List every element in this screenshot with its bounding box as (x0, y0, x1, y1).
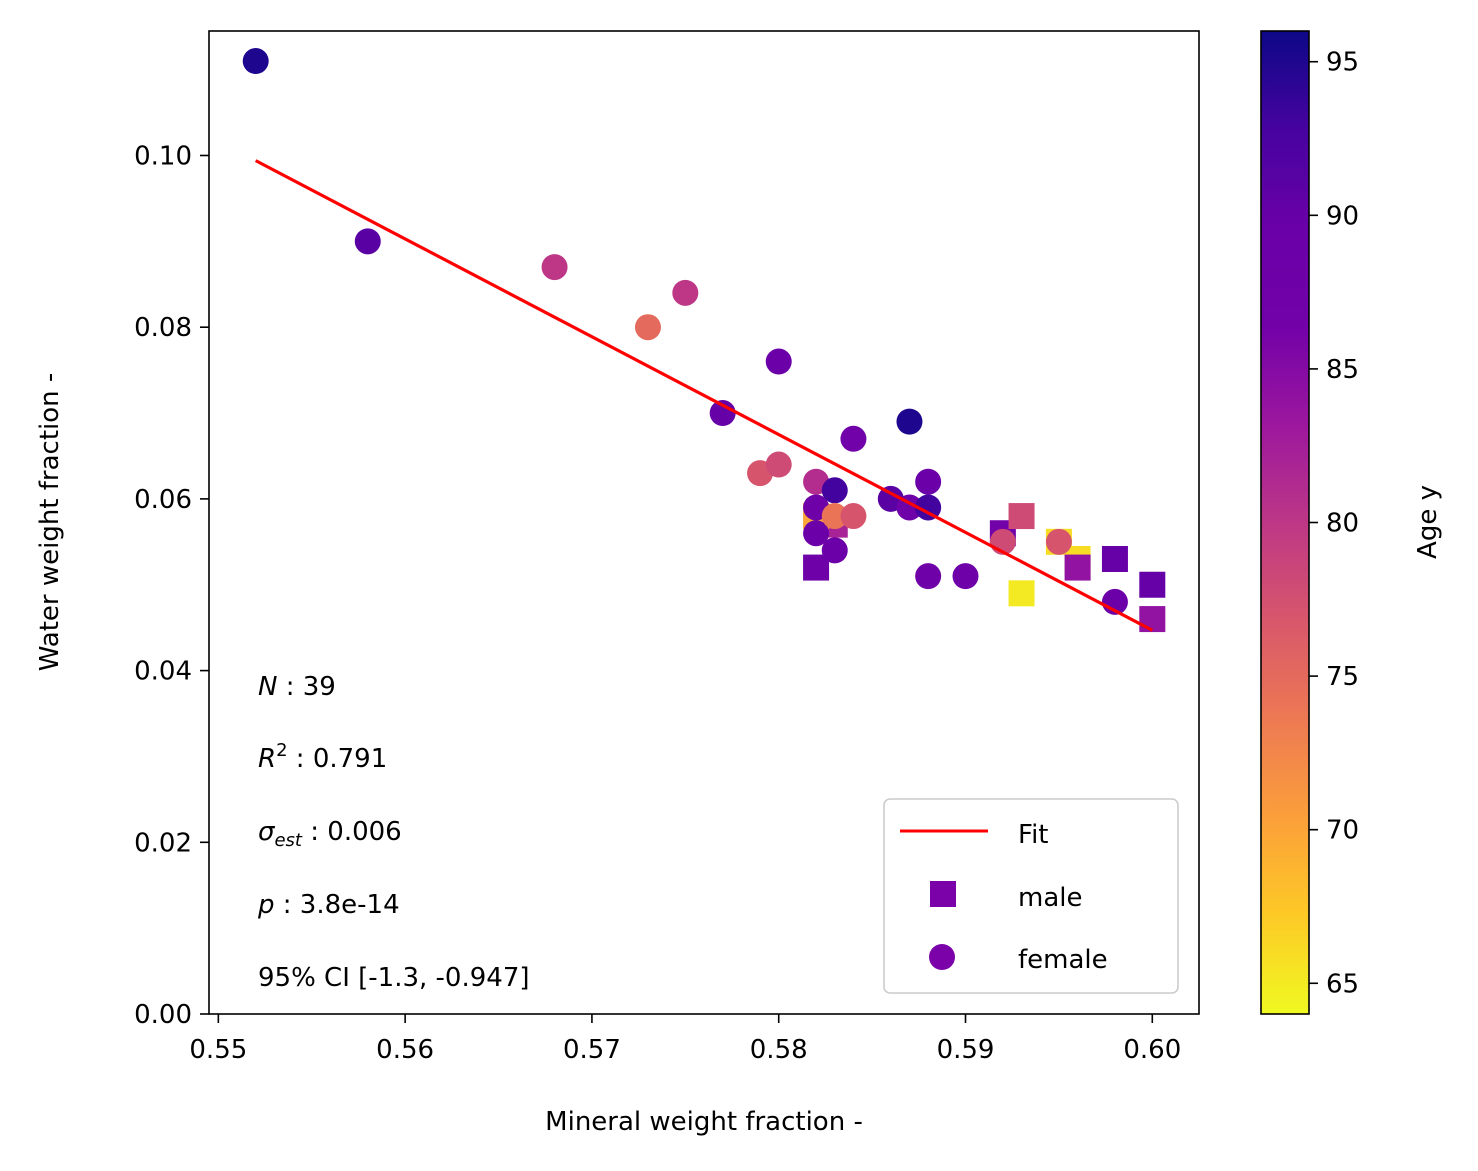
x-tick-label: 0.59 (937, 1035, 995, 1065)
colorbar: 65 70 75 80 85 90 95 Age y (1260, 30, 1443, 1015)
legend-male-label: male (1018, 883, 1082, 913)
y-tick-label: 0.08 (134, 313, 192, 343)
x-tick-label: 0.58 (750, 1035, 808, 1065)
colorbar-tick-label: 70 (1326, 816, 1359, 846)
y-tick-label: 0.02 (134, 828, 192, 858)
x-tick-label: 0.57 (563, 1035, 621, 1065)
female-point (634, 314, 661, 341)
stat-r2: R2 : 0.791 (258, 740, 387, 774)
male-point (1064, 554, 1091, 581)
plot-frame (208, 30, 1200, 1015)
female-point (952, 563, 979, 590)
female-point (765, 348, 792, 375)
female-point (672, 279, 699, 306)
legend-box (883, 798, 1179, 994)
colorbar-tick-label: 95 (1326, 48, 1359, 78)
female-point (821, 477, 848, 504)
colorbar-tick-label: 65 (1326, 969, 1359, 999)
fit-line (254, 159, 1154, 632)
y-tick-label: 0.06 (134, 485, 192, 515)
x-axis-label: Mineral weight fraction - (545, 1107, 863, 1137)
x-tick-label: 0.60 (1123, 1035, 1181, 1065)
male-point (1101, 545, 1128, 572)
y-axis-label: Water weight fraction - (35, 373, 65, 672)
male-point (1139, 571, 1166, 598)
female-point (821, 503, 848, 530)
stats-annotation: N : 39 R2 : 0.791 σest : 0.006 p : 3.8e-… (257, 672, 530, 993)
female-point (541, 254, 568, 281)
colorbar-tick-label: 75 (1326, 662, 1359, 692)
female-point (840, 425, 867, 452)
female-point (915, 494, 942, 521)
x-axis-ticks: 0.55 0.56 0.57 0.58 0.59 0.60 (189, 1014, 1181, 1065)
female-point (915, 468, 942, 495)
male-point (1008, 580, 1035, 607)
legend-female-swatch (929, 944, 955, 970)
stat-p: p : 3.8e-14 (257, 890, 400, 920)
colorbar-tick-label: 80 (1326, 509, 1359, 539)
female-point (1045, 528, 1072, 555)
female-point (896, 408, 923, 435)
female-point (840, 503, 867, 530)
x-tick-label: 0.56 (376, 1035, 434, 1065)
male-point (803, 554, 830, 581)
stat-n: N : 39 (258, 672, 336, 702)
legend: Fit male female (883, 798, 1179, 994)
colorbar-gradient (1260, 30, 1310, 1015)
male-point (1139, 606, 1166, 633)
y-tick-label: 0.04 (134, 657, 192, 687)
legend-fit-label: Fit (1018, 820, 1048, 850)
stat-sigma: σest : 0.006 (258, 817, 402, 851)
female-point (242, 48, 269, 75)
female-point (709, 400, 736, 427)
stat-ci: 95% CI [-1.3, -0.947] (258, 963, 530, 993)
female-point (803, 520, 830, 547)
y-tick-label: 0.00 (134, 1000, 192, 1030)
colorbar-tick-label: 90 (1326, 201, 1359, 231)
y-tick-label: 0.10 (134, 141, 192, 171)
x-tick-label: 0.55 (189, 1035, 247, 1065)
colorbar-label: Age y (1413, 485, 1443, 559)
colorbar-ticks: 65 70 75 80 85 90 95 (1309, 48, 1359, 999)
legend-female-label: female (1018, 945, 1108, 975)
female-point (915, 563, 942, 590)
male-point (1008, 503, 1035, 530)
colorbar-tick-label: 85 (1326, 355, 1359, 385)
female-point (765, 451, 792, 478)
female-point (354, 228, 381, 255)
legend-male-swatch (930, 881, 956, 907)
female-point (821, 537, 848, 564)
y-axis-ticks: 0.00 0.02 0.04 0.06 0.08 0.10 (134, 141, 209, 1030)
fit-layer (254, 159, 1154, 632)
